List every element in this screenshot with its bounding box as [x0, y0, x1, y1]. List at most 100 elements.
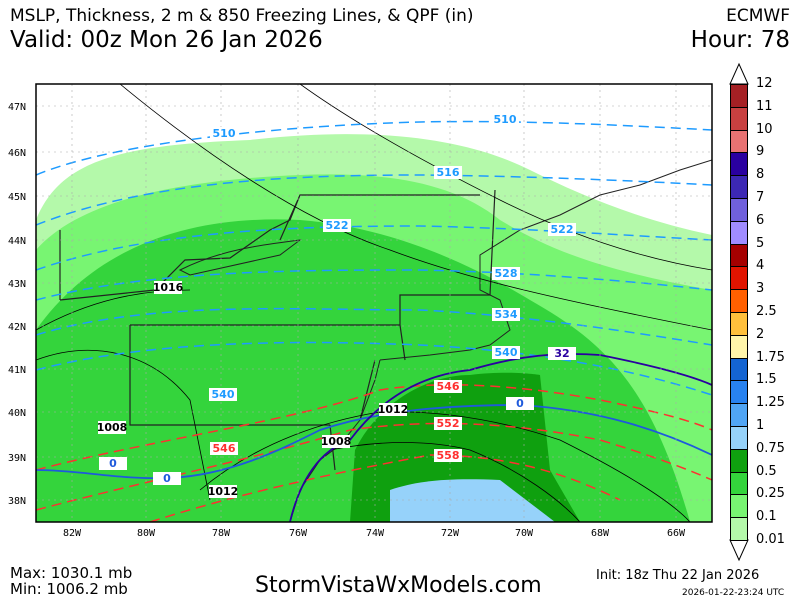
contour-label-freezing-2m: 0	[516, 397, 524, 410]
colorbar-label: 12	[756, 76, 773, 91]
lat-tick-label: 45N	[8, 192, 26, 203]
contour-label-box	[548, 223, 576, 236]
colorbar-swatch	[730, 106, 748, 131]
forecast-hour: Hour: 78	[690, 27, 790, 53]
min-pressure: Min: 1006.2 mb	[10, 580, 128, 598]
contour-label-freezing-850: 32	[554, 347, 569, 360]
contour-label-box	[209, 485, 237, 498]
colorbar-swatch	[730, 152, 748, 177]
isobars	[36, 84, 712, 522]
colorbar-swatch	[730, 403, 748, 427]
colorbar-swatch	[730, 312, 748, 336]
lat-tick-label: 40N	[8, 408, 26, 419]
colorbar-label: 8	[756, 167, 765, 183]
contour-label-box	[492, 308, 520, 321]
freezing-2m-line	[36, 404, 712, 480]
colorbar-label: 0.5	[756, 463, 777, 479]
contour-label-thickness-cold: 510	[494, 113, 517, 126]
contour-label-thickness-cold: 510	[213, 127, 236, 140]
contour-label-box	[379, 403, 407, 416]
colorbar-label: 5	[756, 235, 765, 251]
site-name: StormVistaWxModels.com	[255, 573, 542, 598]
contour-label-box	[210, 442, 238, 455]
valid-time: Valid: 00z Mon 26 Jan 2026	[10, 27, 323, 53]
colorbar-swatch	[730, 448, 748, 473]
map-title: MSLP, Thickness, 2 m & 850 Freezing Line…	[10, 6, 474, 26]
contour-label-isobars: 1012	[378, 403, 409, 416]
colorbar-swatch	[730, 380, 748, 405]
contour-label-freezing-2m: 0	[163, 472, 171, 485]
colorbar-swatch	[730, 266, 748, 291]
contour-label-box	[154, 281, 182, 294]
colorbar-label: 10	[756, 121, 773, 137]
lat-tick-label: 46N	[8, 148, 26, 159]
contour-label-box	[491, 113, 519, 126]
contour-label-isobars: 1008	[97, 421, 128, 434]
lat-tick-label: 39N	[8, 453, 26, 464]
contour-label-thickness-cold: 522	[326, 219, 349, 232]
contour-label-thickness-cold: 540	[495, 346, 518, 359]
colorbar-swatch	[730, 334, 748, 359]
contour-label-box	[434, 417, 462, 430]
colorbar-swatch	[730, 494, 748, 519]
colorbar-label: 6	[756, 212, 765, 228]
colorbar-arrow-down	[729, 539, 749, 562]
contour-label-box	[492, 267, 520, 280]
lon-tick-label: 74W	[366, 528, 385, 539]
colorbar-swatch	[730, 175, 748, 199]
contour-label-box	[323, 219, 351, 232]
contour-label-isobars: 1016	[153, 281, 184, 294]
gridlines	[36, 84, 712, 522]
contour-label-thickness-cold: 540	[212, 388, 235, 401]
colorbar-label: 0.01	[756, 532, 785, 547]
contour-label-thickness-warm: 546	[437, 380, 460, 393]
map-frame	[35, 83, 713, 523]
colorbar-swatch	[730, 84, 748, 108]
contour-label-box	[99, 457, 127, 470]
colorbar-swatch	[730, 243, 748, 268]
contour-label-box	[434, 380, 462, 393]
freezing-850-line	[289, 353, 712, 522]
colorbar-label: 1	[756, 418, 765, 433]
lon-tick-label: 76W	[289, 528, 308, 539]
colorbar-arrow-up	[729, 62, 749, 85]
contour-labels: 510 510 516 522 522 528 534 540 540 546 552 558 546 1…	[97, 113, 576, 498]
map-lines	[36, 84, 712, 522]
colorbar-label: 1.75	[756, 349, 785, 365]
colorbar-swatch	[730, 517, 748, 541]
contour-label-thickness-warm: 558	[437, 449, 460, 462]
latitude-ticks: 47N 46N 45N 44N 43N 42N 41N 40N 39N 38N	[8, 102, 26, 507]
colorbar-label: 0.25	[756, 486, 785, 502]
colorbar-label: 9	[756, 144, 765, 160]
contour-label-freezing-2m: 0	[109, 457, 117, 470]
lon-tick-label: 72W	[441, 528, 460, 539]
contour-label-thickness-warm: 552	[437, 417, 460, 430]
contour-label-box	[434, 166, 462, 179]
lon-tick-label: 66W	[667, 528, 686, 539]
contour-label-box	[209, 388, 237, 401]
contour-label-thickness-cold: 528	[495, 267, 518, 280]
pressure-extremes: Max: 1030.1 mb Min: 1006.2 mb	[10, 565, 132, 597]
contour-label-box	[210, 127, 238, 140]
colorbar-swatch	[730, 220, 748, 245]
colorbar-swatch	[730, 471, 748, 496]
contour-label-box	[492, 346, 520, 359]
lat-tick-label: 43N	[8, 279, 26, 290]
lat-tick-label: 41N	[8, 365, 26, 376]
contour-label-box	[153, 472, 181, 485]
contour-label-box	[548, 347, 576, 360]
contour-label-thickness-cold: 534	[495, 308, 518, 321]
colorbar-label: 1.5	[756, 372, 777, 388]
colorbar-label: 2.5	[756, 304, 777, 319]
colorbar-label: 11	[756, 98, 773, 114]
contour-label-isobars: 1012	[208, 485, 239, 498]
contour-label-box	[322, 435, 350, 448]
lat-tick-label: 38N	[8, 496, 26, 507]
init-time: Init: 18z Thu 22 Jan 2026	[596, 568, 760, 583]
contour-label-thickness-cold: 522	[551, 223, 574, 236]
colorbar-label: 4	[756, 258, 765, 274]
lon-tick-label: 80W	[137, 528, 156, 539]
lat-tick-label: 42N	[8, 322, 26, 333]
generated-timestamp: 2026-01-22-23:24 UTC	[682, 588, 785, 598]
